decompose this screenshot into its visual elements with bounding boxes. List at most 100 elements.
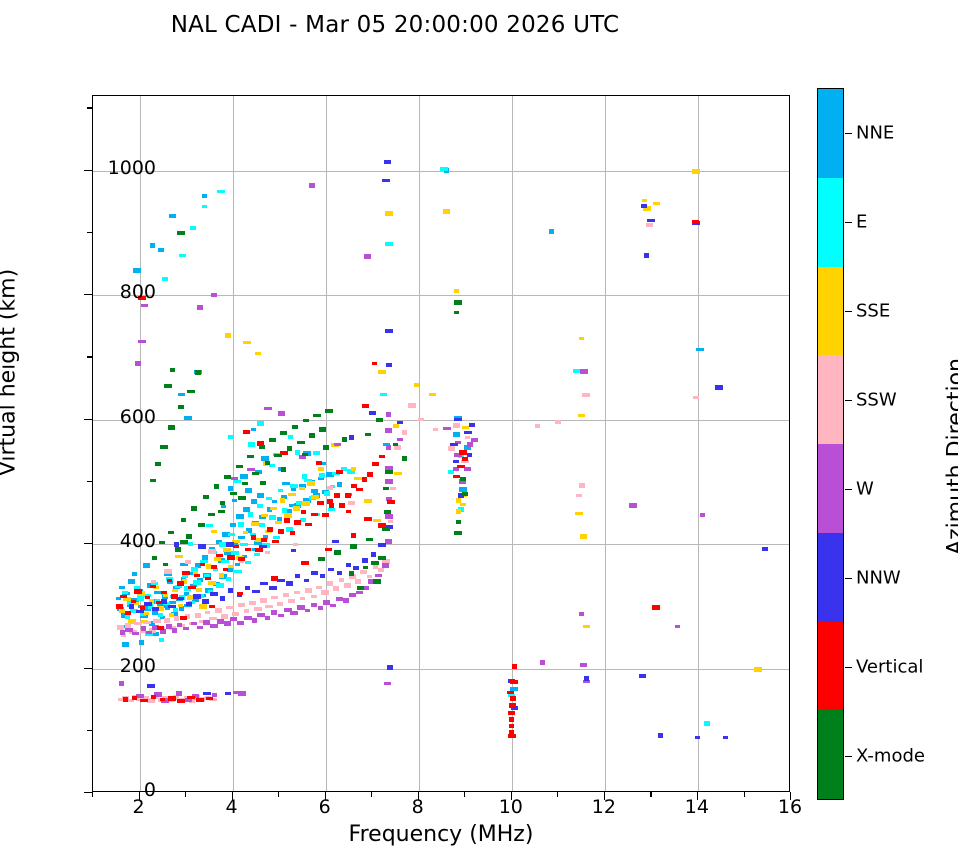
data-point: [230, 550, 239, 555]
y-tick-mark: [84, 792, 92, 794]
y-tick-label: 200: [119, 654, 156, 677]
data-point: [243, 506, 251, 512]
data-point: [136, 698, 143, 702]
colorbar-band-vertical[interactable]: [818, 621, 843, 711]
data-point: [178, 603, 183, 607]
data-point: [224, 691, 231, 695]
data-point: [323, 600, 331, 606]
data-point: [402, 455, 408, 461]
azimuth-colorbar[interactable]: [817, 88, 844, 800]
colorbar-tick-mark: [845, 666, 852, 668]
data-point: [219, 501, 225, 505]
data-point: [300, 518, 307, 523]
data-point: [280, 498, 286, 503]
data-point: [384, 465, 393, 471]
data-point: [269, 515, 277, 521]
data-point: [355, 487, 363, 491]
data-point: [163, 384, 172, 388]
data-point: [133, 586, 140, 590]
colorbar-band-nnw[interactable]: [818, 532, 843, 622]
data-point: [393, 443, 398, 446]
data-point: [175, 584, 183, 588]
data-point: [144, 596, 150, 600]
data-point: [658, 733, 664, 739]
data-point: [386, 664, 393, 670]
data-point: [152, 610, 159, 615]
data-point: [292, 425, 298, 430]
data-point: [370, 560, 379, 565]
data-point: [459, 477, 466, 482]
colorbar-band-w[interactable]: [818, 444, 843, 533]
data-point: [296, 440, 305, 444]
x-tick-minor: [557, 792, 559, 797]
data-point: [361, 403, 369, 408]
data-point: [250, 532, 257, 536]
data-point: [377, 370, 386, 375]
data-point: [245, 585, 250, 590]
data-point: [310, 603, 317, 608]
data-point: [168, 695, 177, 701]
gridline-vertical: [418, 96, 420, 791]
data-point: [133, 267, 142, 273]
plot-area: [92, 95, 790, 792]
data-point: [211, 293, 217, 298]
data-point: [241, 481, 248, 485]
data-point: [181, 578, 187, 584]
data-point: [190, 225, 196, 230]
data-point: [384, 479, 393, 485]
x-tick-mark: [790, 792, 792, 800]
data-point: [183, 627, 190, 631]
data-point: [372, 518, 381, 522]
data-point: [465, 435, 471, 439]
data-point: [115, 603, 123, 609]
y-tick-mark: [84, 667, 92, 669]
data-point: [153, 619, 162, 624]
x-tick-minor: [185, 792, 187, 797]
colorbar-tick-mark: [845, 577, 852, 579]
data-point: [159, 628, 166, 634]
colorbar-band-x-mode[interactable]: [818, 710, 843, 799]
colorbar-band-nne[interactable]: [818, 89, 843, 178]
data-point: [454, 300, 463, 306]
data-point: [277, 489, 283, 493]
x-tick-label: 6: [318, 796, 331, 818]
data-point: [284, 509, 293, 515]
data-point: [271, 540, 279, 544]
data-point: [151, 606, 159, 611]
data-point: [467, 452, 473, 457]
data-point: [333, 443, 341, 446]
data-point: [548, 229, 554, 235]
data-point: [160, 698, 166, 702]
colorbar-band-e[interactable]: [818, 177, 843, 267]
data-point: [133, 588, 142, 594]
x-tick-minor: [743, 792, 745, 797]
data-point: [210, 624, 218, 629]
data-point: [237, 603, 245, 608]
data-point: [296, 605, 305, 610]
data-point: [332, 586, 339, 592]
data-point: [194, 369, 201, 375]
data-point: [240, 474, 249, 480]
data-point: [383, 160, 391, 164]
data-point: [582, 624, 590, 628]
data-point: [217, 510, 225, 514]
data-point: [215, 607, 223, 613]
colorbar-band-ssw[interactable]: [818, 355, 843, 444]
data-point: [510, 686, 519, 691]
data-point: [132, 696, 138, 701]
data-point: [149, 598, 155, 604]
data-point: [258, 445, 265, 449]
data-point: [168, 601, 176, 605]
colorbar-band-sse[interactable]: [818, 266, 843, 356]
data-point: [123, 697, 129, 703]
data-point: [153, 586, 160, 590]
data-point: [120, 594, 128, 598]
data-point: [120, 629, 126, 635]
data-point: [179, 562, 188, 566]
data-point: [271, 576, 278, 582]
data-point: [583, 676, 589, 681]
data-point: [149, 627, 157, 633]
data-point: [383, 486, 390, 490]
colorbar-tick-mark: [845, 399, 852, 401]
data-point: [298, 486, 305, 490]
